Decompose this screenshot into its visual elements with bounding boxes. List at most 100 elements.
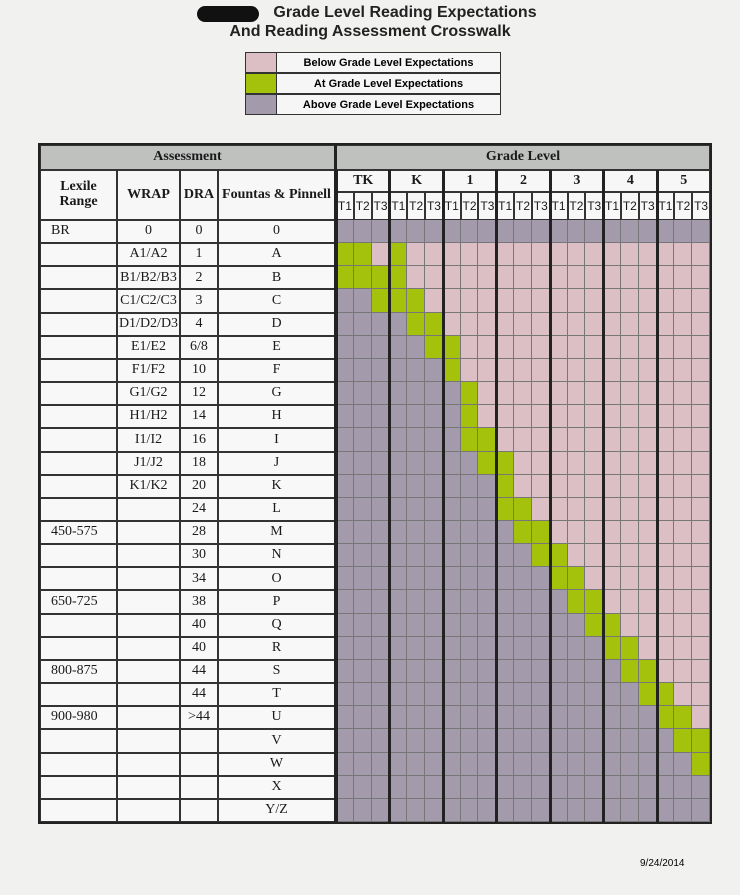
grid-cell <box>514 243 532 267</box>
term-header: T1 <box>389 192 408 220</box>
grid-cell <box>603 382 621 406</box>
grid-cell <box>460 683 479 707</box>
grid-cell <box>603 590 621 614</box>
table-cell: 28 <box>180 521 218 545</box>
grid-cell <box>585 289 604 313</box>
grid-cell <box>478 752 497 776</box>
grid-cell <box>336 382 354 406</box>
grid-cell <box>425 659 443 684</box>
term-header: T1 <box>656 192 675 220</box>
grid-cell <box>656 567 675 591</box>
table-cell: O <box>218 567 335 591</box>
grid-cell <box>549 243 568 267</box>
table-cell: F1/F2 <box>117 358 180 383</box>
grid-cell <box>531 497 550 521</box>
grid-cell <box>353 775 372 799</box>
table-cell: 20 <box>180 474 218 498</box>
grid-cell <box>603 405 621 429</box>
grid-cell <box>674 683 693 707</box>
grid-cell <box>371 266 390 290</box>
grid-cell <box>514 266 532 290</box>
grid-cell <box>478 243 497 267</box>
term-header: T2 <box>514 192 532 220</box>
grid-cell <box>389 659 408 684</box>
grid-cell <box>389 544 408 568</box>
grid-cell <box>531 775 550 799</box>
grid-cell <box>656 706 675 730</box>
legend-swatch <box>245 94 277 115</box>
grid-cell <box>620 266 639 290</box>
table-cell: J <box>218 451 335 475</box>
grid-cell <box>478 683 497 707</box>
grid-cell <box>585 729 604 753</box>
grid-cell <box>496 382 515 406</box>
grid-cell <box>389 683 408 707</box>
table-cell <box>40 544 117 568</box>
grid-cell <box>478 358 497 383</box>
grid-cell <box>478 775 497 799</box>
grid-cell <box>603 289 621 313</box>
table-cell: 24 <box>180 497 218 521</box>
table-cell <box>40 358 117 383</box>
grid-cell <box>692 220 710 244</box>
grid-cell <box>478 220 497 244</box>
grid-cell <box>692 683 710 707</box>
grid-cell <box>620 683 639 707</box>
grid-cell <box>585 567 604 591</box>
grid-cell <box>407 729 426 753</box>
grid-cell <box>549 335 568 359</box>
grid-cell <box>638 451 657 475</box>
grid-cell <box>656 683 675 707</box>
grid-cell <box>442 683 461 707</box>
grid-cell <box>620 451 639 475</box>
grid-cell <box>531 428 550 452</box>
grid-cell <box>336 590 354 614</box>
grid-cell <box>460 590 479 614</box>
grid-cell <box>603 451 621 475</box>
grid-cell <box>531 382 550 406</box>
grid-cell <box>692 752 710 776</box>
grid-cell <box>371 358 390 383</box>
grid-cell <box>603 266 621 290</box>
grid-cell <box>585 798 604 822</box>
table-cell <box>40 382 117 406</box>
table-cell: K1/K2 <box>117 474 180 498</box>
grid-cell <box>531 220 550 244</box>
grid-cell <box>478 266 497 290</box>
grid-cell <box>478 544 497 568</box>
grid-cell <box>496 544 515 568</box>
grid-cell <box>585 451 604 475</box>
grid-cell <box>585 613 604 637</box>
grid-cell <box>585 521 604 545</box>
grid-cell <box>371 636 390 660</box>
grid-cell <box>389 775 408 799</box>
grid-cell <box>425 775 443 799</box>
grid-cell <box>442 428 461 452</box>
grid-cell <box>460 798 479 822</box>
grid-cell <box>371 683 390 707</box>
grid-cell <box>514 289 532 313</box>
table-cell: R <box>218 636 335 660</box>
term-header: T2 <box>353 192 372 220</box>
table-cell: A <box>218 243 335 267</box>
grid-cell <box>585 358 604 383</box>
grid-cell <box>567 266 586 290</box>
grid-cell <box>585 590 604 614</box>
grid-cell <box>353 497 372 521</box>
grid-cell <box>425 636 443 660</box>
grid-cell <box>353 659 372 684</box>
table-cell: D <box>218 312 335 336</box>
grid-cell <box>567 683 586 707</box>
grid-cell <box>496 312 515 336</box>
grid-cell <box>514 706 532 730</box>
grid-cell <box>336 613 354 637</box>
table-cell: 450-575 <box>40 521 117 545</box>
grid-cell <box>460 335 479 359</box>
grid-cell <box>407 613 426 637</box>
grid-cell <box>620 521 639 545</box>
table-cell <box>117 798 180 822</box>
grid-cell <box>567 706 586 730</box>
grid-cell <box>603 567 621 591</box>
grid-cell <box>496 451 515 475</box>
grid-cell <box>692 358 710 383</box>
